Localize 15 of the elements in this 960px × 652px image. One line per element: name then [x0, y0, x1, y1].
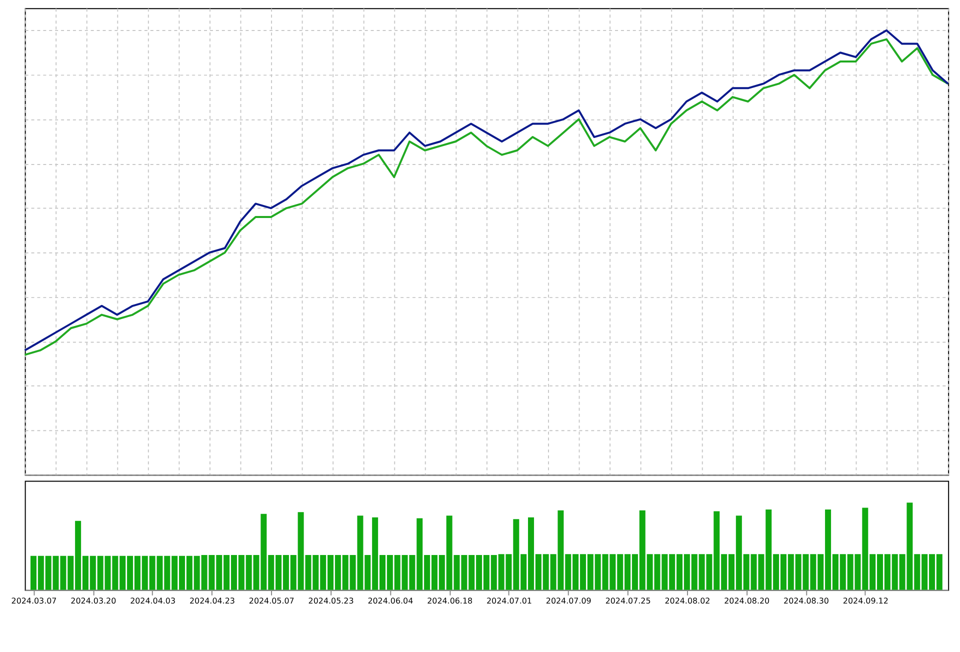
x-tick-label: 2024.08.30 — [784, 596, 829, 606]
x-tick-label: 2024.04.03 — [130, 596, 176, 606]
x-tick-label: 2024.08.02 — [664, 596, 710, 606]
x-tick-label: 2024.07.01 — [486, 596, 532, 606]
x-tick-label: 2024.04.23 — [189, 596, 235, 606]
x-tick-label: 2024.09.12 — [842, 596, 888, 606]
x-tick-label: 2024.03.07 — [11, 596, 57, 606]
x-tick-label: 2024.06.18 — [427, 596, 473, 606]
x-tick-label: 2024.07.09 — [546, 596, 592, 606]
x-tick-label: 2024.07.25 — [605, 596, 651, 606]
x-tick-label: 2024.05.23 — [308, 596, 354, 606]
x-tick-label: 2024.08.20 — [724, 596, 770, 606]
x-tick-label: 2024.03.20 — [70, 596, 116, 606]
x-tick-label: 2024.06.04 — [368, 596, 414, 606]
x-tick-label: 2024.05.07 — [248, 596, 294, 606]
